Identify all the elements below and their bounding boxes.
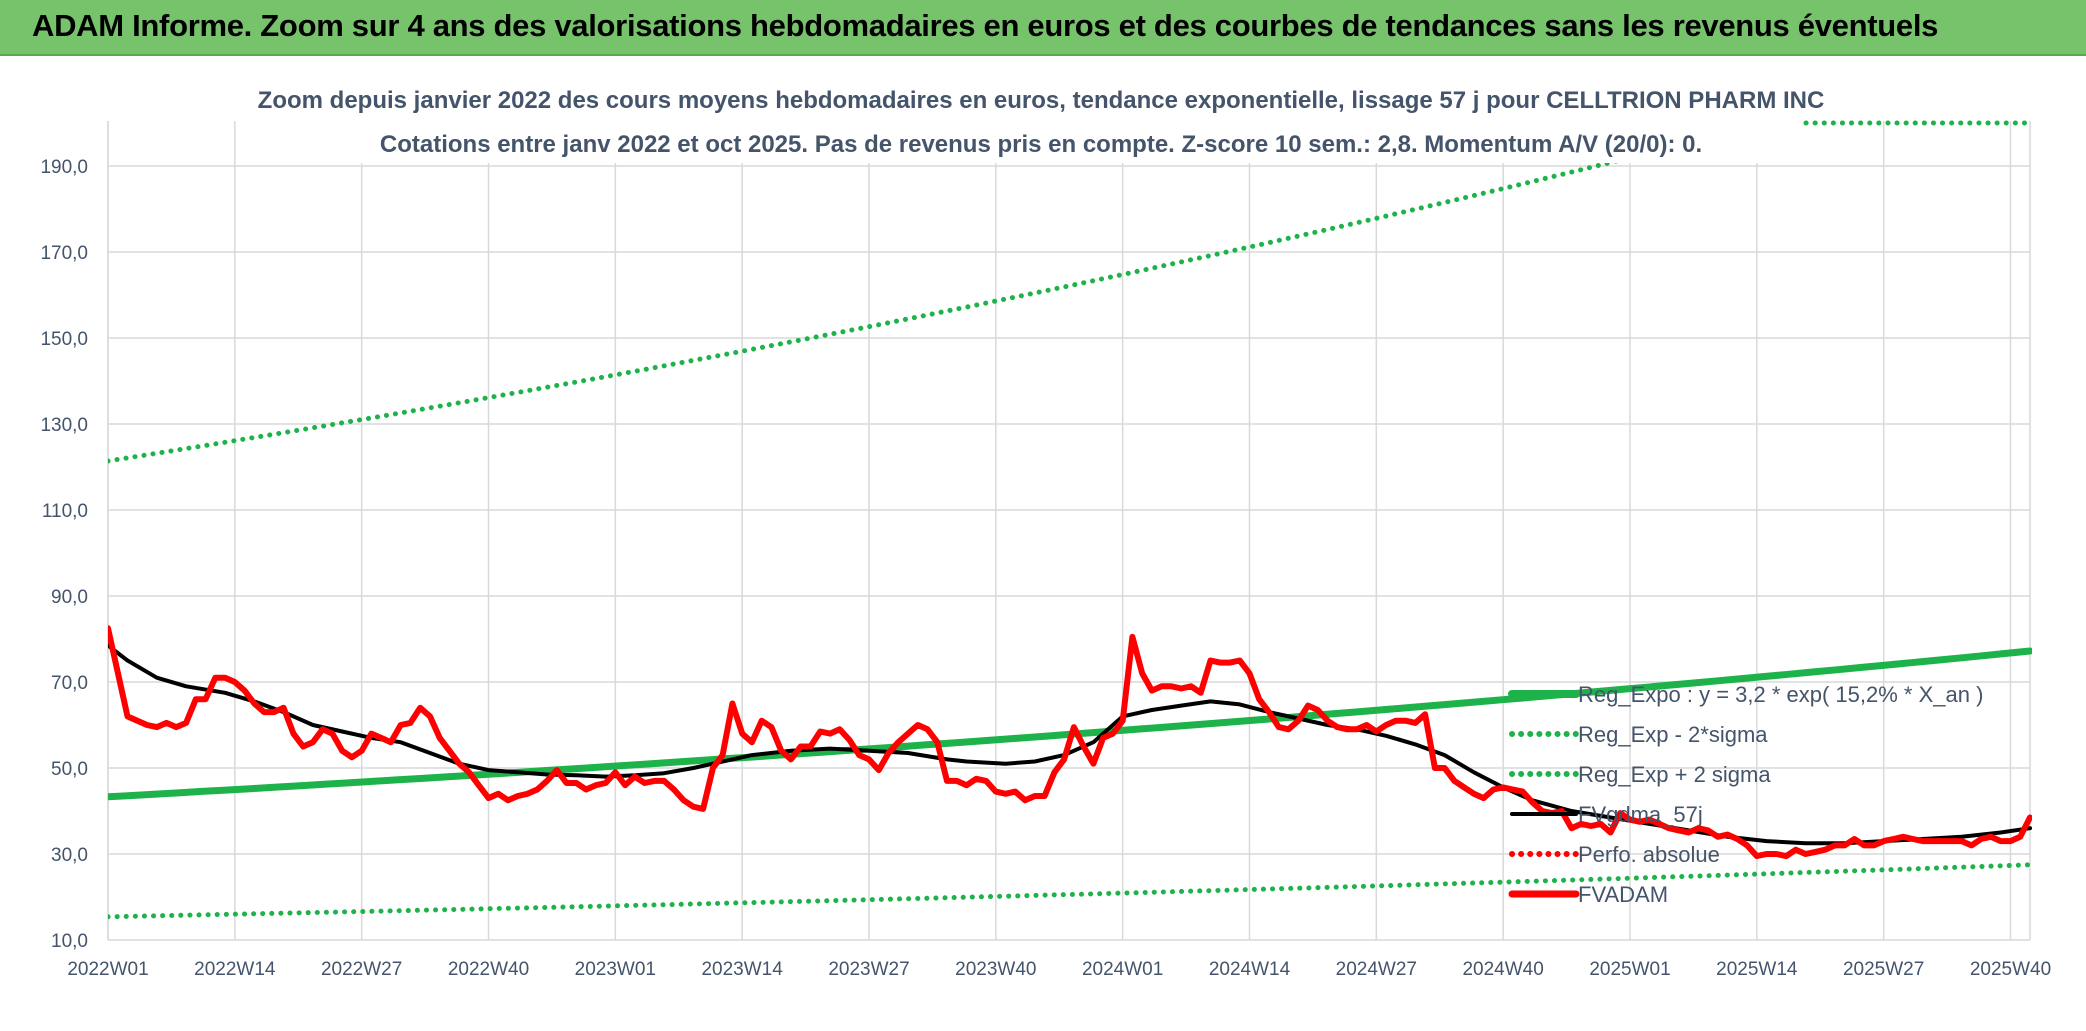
y-tick-label: 110,0 bbox=[42, 501, 88, 522]
x-tick-label: 2024W14 bbox=[1209, 959, 1291, 980]
legend-label: Reg_Exp - 2*sigma bbox=[1578, 722, 1768, 747]
series-line-1 bbox=[108, 862, 2032, 920]
legend-label: FVADAM bbox=[1578, 882, 1668, 907]
x-tick-label: 2025W27 bbox=[1843, 959, 1924, 980]
x-tick-label: 2024W40 bbox=[1462, 959, 1543, 980]
x-tick-label: 2023W01 bbox=[575, 959, 656, 980]
axes: 10,0 30,0 50,0 70,0 90,0 110,0 130,0 150,0 170,0… bbox=[40, 157, 2051, 980]
legend-label: FVgdma_57j bbox=[1578, 802, 1703, 827]
legend-label: Perfo. absolue bbox=[1578, 842, 1720, 867]
legend-label: Reg_Expo : y = 3,2 * exp( 15,2% * X_an ) bbox=[1578, 682, 1983, 707]
chart: Zoom depuis janvier 2022 des cours moyen… bbox=[0, 56, 2086, 1031]
x-tick-label: 2023W27 bbox=[828, 959, 909, 980]
x-tick-label: 2024W01 bbox=[1082, 959, 1163, 980]
x-tick-label: 2025W01 bbox=[1589, 959, 1670, 980]
x-tick-label: 2023W14 bbox=[701, 959, 783, 980]
y-tick-label: 190,0 bbox=[40, 157, 88, 178]
y-tick-label: 130,0 bbox=[40, 415, 88, 436]
x-tick-label: 2022W40 bbox=[448, 959, 529, 980]
x-tick-label: 2023W40 bbox=[955, 959, 1036, 980]
y-tick-label: 90,0 bbox=[51, 587, 88, 608]
legend: Reg_Expo : y = 3,2 * exp( 15,2% * X_an )… bbox=[1508, 682, 1983, 907]
report-title: ADAM Informe. Zoom sur 4 ans des valoris… bbox=[32, 8, 1939, 43]
chart-title: Zoom depuis janvier 2022 des cours moyen… bbox=[258, 87, 1825, 114]
x-tick-label: 2022W14 bbox=[194, 959, 276, 980]
y-tick-label: 70,0 bbox=[51, 673, 88, 694]
y-tick-label: 30,0 bbox=[51, 845, 88, 866]
plot-area bbox=[108, 121, 2032, 920]
series-line-5 bbox=[108, 625, 2032, 860]
x-tick-label: 2022W27 bbox=[321, 959, 402, 980]
y-tick-label: 10,0 bbox=[51, 931, 88, 952]
grid bbox=[107, 121, 2031, 941]
report-banner: ADAM Informe. Zoom sur 4 ans des valoris… bbox=[0, 0, 2086, 56]
legend-label: Reg_Exp + 2 sigma bbox=[1578, 762, 1771, 787]
y-tick-label: 50,0 bbox=[51, 759, 88, 780]
chart-background bbox=[0, 56, 2086, 1031]
x-tick-label: 2025W40 bbox=[1970, 959, 2051, 980]
chart-subtitle: Cotations entre janv 2022 et oct 2025. P… bbox=[380, 131, 1702, 158]
x-tick-label: 2024W27 bbox=[1336, 959, 1417, 980]
chart-title-block: Zoom depuis janvier 2022 des cours moyen… bbox=[258, 73, 1825, 163]
x-tick-label: 2022W01 bbox=[67, 959, 148, 980]
y-tick-label: 170,0 bbox=[40, 243, 88, 264]
chart-title-background bbox=[278, 73, 1804, 163]
y-tick-label: 150,0 bbox=[40, 329, 88, 350]
x-tick-label: 2025W14 bbox=[1716, 959, 1798, 980]
